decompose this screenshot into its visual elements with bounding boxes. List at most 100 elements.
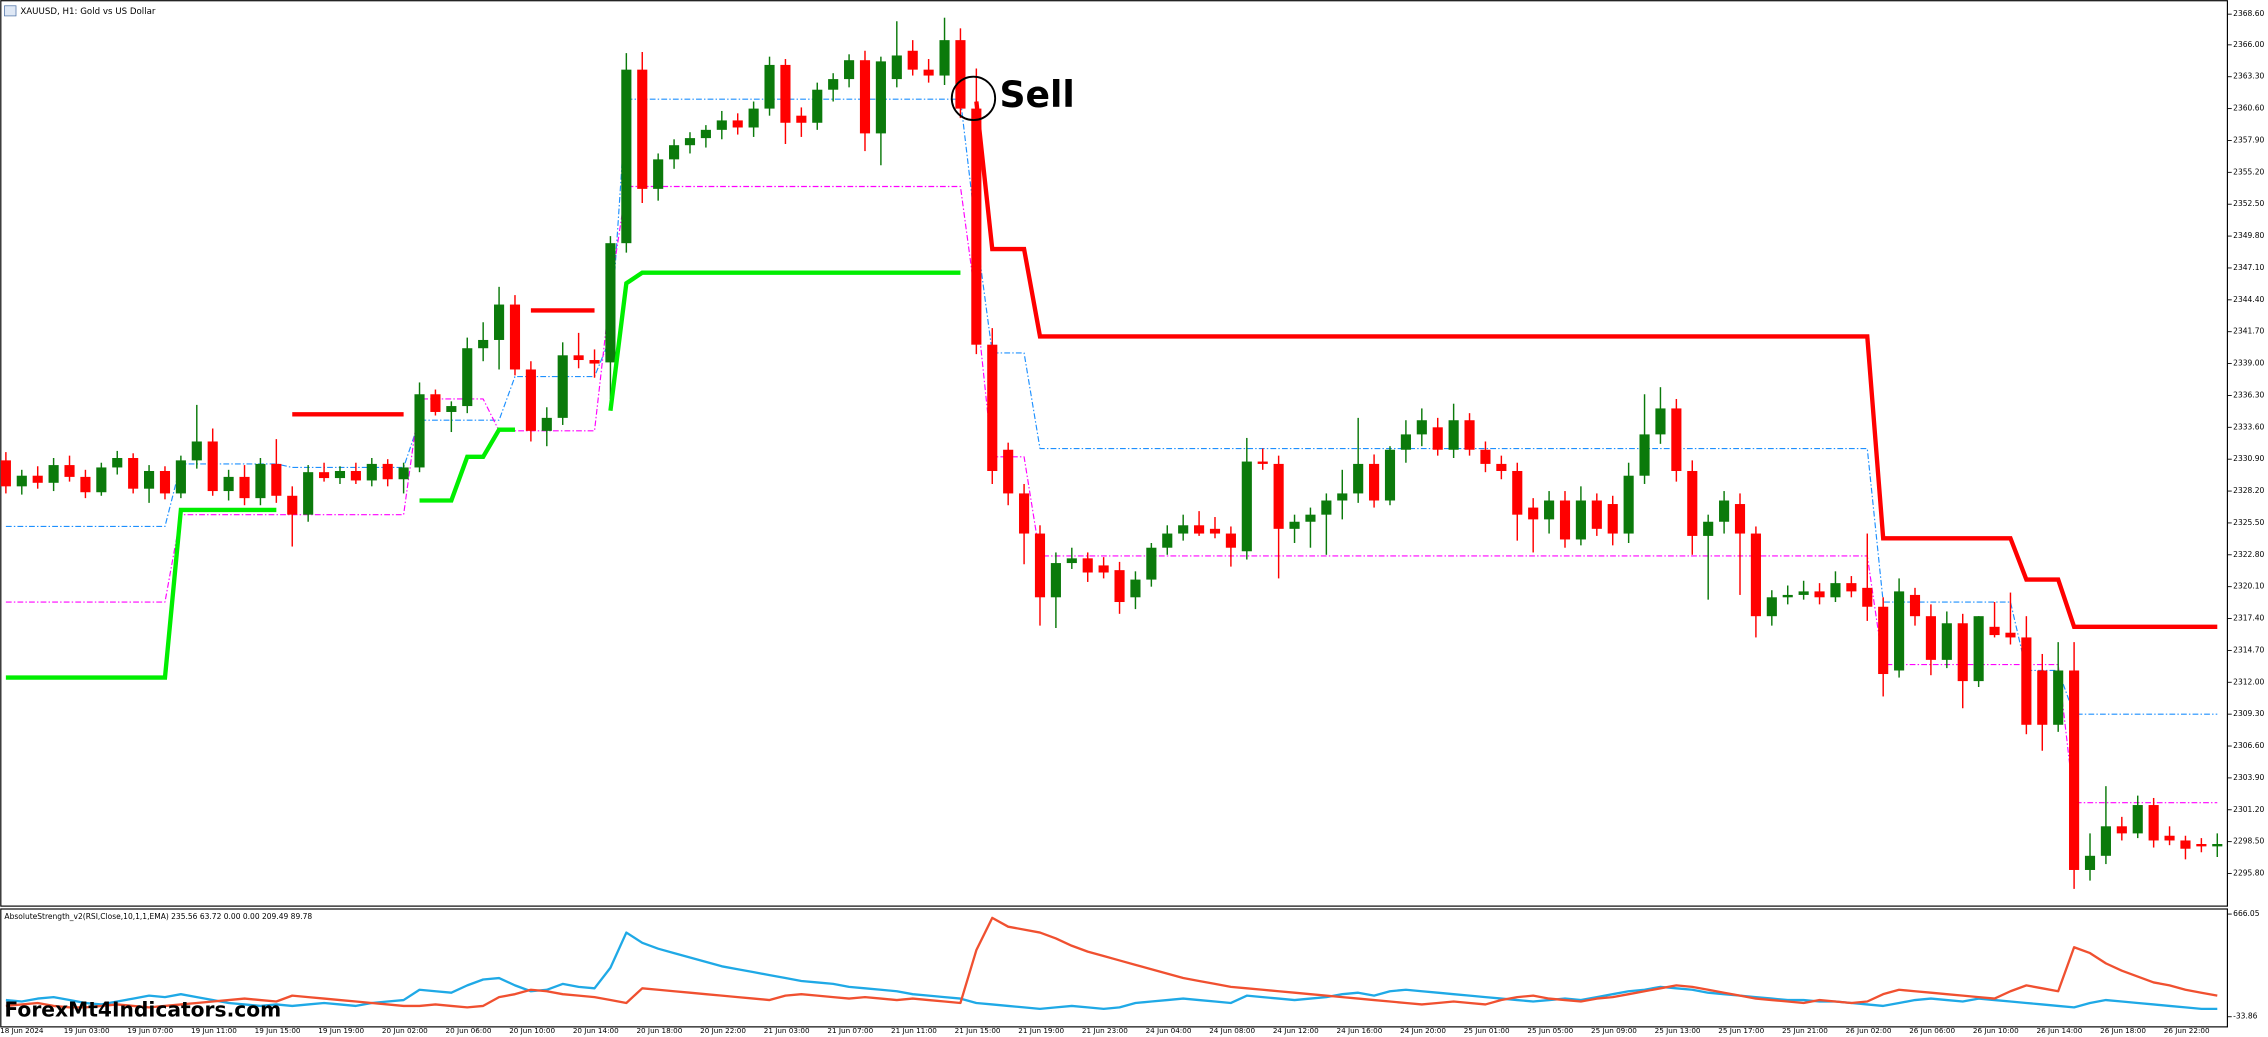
candle-body — [1146, 547, 1157, 580]
candle-body — [1846, 583, 1857, 592]
x-tick-label: 21 Jun 07:00 — [827, 1026, 873, 1035]
candle-body — [557, 355, 568, 418]
y-tick-label: 666.05 — [2233, 909, 2260, 918]
main-panel — [0, 0, 2228, 907]
candle-body — [64, 465, 75, 477]
y-tick-label: 2341.70 — [2233, 327, 2264, 336]
y-tick-label: -33.86 — [2233, 1012, 2257, 1021]
candle-body — [175, 460, 186, 494]
x-tick-label: 21 Jun 23:00 — [1082, 1026, 1128, 1035]
candle-body — [1066, 558, 1077, 564]
candle-body — [621, 69, 632, 244]
candle-body — [2100, 826, 2111, 856]
candle-body — [1353, 463, 1364, 494]
x-tick-label: 20 Jun 10:00 — [509, 1026, 555, 1035]
candle-body — [1273, 463, 1284, 529]
candle-body — [796, 115, 807, 123]
candle-body — [971, 108, 982, 345]
candle-body — [0, 460, 11, 487]
candle-body — [875, 61, 886, 134]
x-tick-label: 19 Jun 15:00 — [255, 1026, 301, 1035]
y-tick-label: 2303.90 — [2233, 773, 2264, 782]
plot: 2368.60 2366.00 2363.30 2360.60 2357.90 2355.… — [0, 9, 2264, 1035]
candle-body — [1782, 594, 1793, 598]
candle-body — [1082, 558, 1093, 573]
x-tick-label: 20 Jun 02:00 — [382, 1026, 428, 1035]
x-tick-label: 24 Jun 04:00 — [1146, 1026, 1192, 1035]
x-tick-label: 25 Jun 05:00 — [1527, 1026, 1573, 1035]
y-tick-label: 2298.50 — [2233, 837, 2264, 846]
candle-body — [891, 55, 902, 80]
level-line — [974, 101, 2218, 629]
x-tick-label: 24 Jun 08:00 — [1209, 1026, 1255, 1035]
candle-body — [1909, 594, 1921, 617]
x-tick-label: 25 Jun 17:00 — [1718, 1026, 1764, 1035]
candle-body — [1019, 493, 1030, 534]
signal-circle — [950, 75, 997, 121]
candle-body — [32, 475, 43, 483]
y-tick-label: 2309.30 — [2233, 709, 2264, 718]
candle-body — [1687, 470, 1698, 536]
x-tick-label: 26 Jun 02:00 — [1846, 1026, 1892, 1035]
candle-body — [541, 417, 552, 431]
candle-body — [955, 40, 966, 109]
candle-body — [844, 60, 855, 80]
candle-body — [1814, 591, 1825, 598]
candle-body — [350, 470, 361, 481]
candle-body — [1003, 449, 1014, 494]
candle-body — [605, 243, 616, 363]
candle-body — [1178, 525, 1189, 534]
x-tick-label: 26 Jun 14:00 — [2036, 1026, 2082, 1035]
candle-body — [1703, 521, 1714, 536]
x-tick-label: 19 Jun 03:00 — [64, 1026, 110, 1035]
sell-annotation: Sell — [999, 73, 1074, 116]
candle-body — [1575, 500, 1586, 540]
candle-body — [1241, 461, 1252, 552]
candle-body — [748, 108, 759, 128]
candle-body — [573, 355, 584, 361]
x-tick-label: 26 Jun 22:00 — [2164, 1026, 2210, 1035]
y-tick-label: 2344.40 — [2233, 295, 2264, 304]
candle-body — [1194, 525, 1205, 534]
candle-body — [494, 304, 505, 340]
candle-body — [1305, 514, 1316, 522]
candle-body — [812, 89, 823, 123]
candle-body — [859, 60, 871, 134]
candle-body — [1862, 587, 1873, 607]
candle-body — [732, 120, 743, 128]
y-tick-label: 2366.00 — [2233, 40, 2264, 49]
candle-body — [2148, 805, 2159, 841]
candle-body — [1321, 500, 1332, 515]
y-tick-label: 2306.60 — [2233, 741, 2264, 750]
candle-body — [1544, 500, 1555, 520]
candle-body — [223, 476, 234, 492]
y-tick-label: 2336.30 — [2233, 390, 2264, 399]
candle-body — [128, 458, 139, 489]
candle-body — [1050, 563, 1061, 598]
y-tick-label: 2355.20 — [2233, 167, 2264, 176]
candle-body — [700, 129, 711, 139]
candle-body — [2037, 670, 2048, 725]
candle-body — [1766, 597, 1777, 617]
candle-body — [1416, 420, 1427, 435]
y-tick-label: 2301.20 — [2233, 805, 2264, 814]
candle-body — [1257, 461, 1268, 464]
y-tick-label: 2328.20 — [2233, 486, 2264, 495]
candle-body — [207, 441, 218, 492]
candle-body — [2180, 840, 2191, 849]
candle-body — [987, 344, 998, 471]
level-line — [608, 270, 961, 412]
y-tick-label: 2314.70 — [2233, 645, 2264, 654]
indicator-panel — [0, 908, 2228, 1028]
x-tick-label: 21 Jun 03:00 — [764, 1026, 810, 1035]
candle-body — [939, 40, 950, 76]
x-tick-label: 24 Jun 20:00 — [1400, 1026, 1446, 1035]
y-tick-label: 2360.60 — [2233, 104, 2264, 113]
candle-body — [255, 463, 266, 499]
candle-body — [2021, 637, 2032, 725]
candle-body — [430, 394, 441, 412]
watermark: ForexMt4Indicators.com — [4, 997, 281, 1021]
candle-body — [1750, 533, 1761, 617]
candle-body — [1559, 500, 1571, 540]
